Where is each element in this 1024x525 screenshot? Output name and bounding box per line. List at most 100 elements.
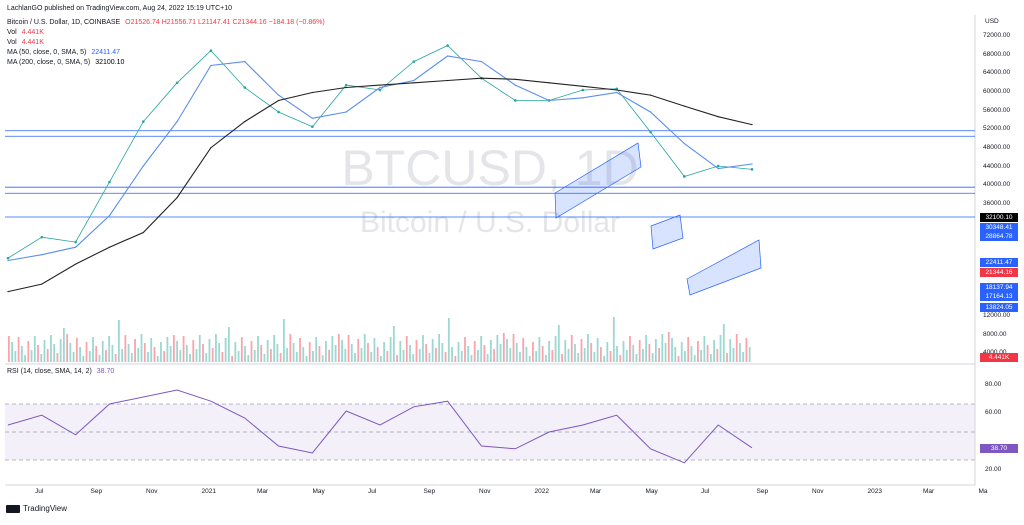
- volume-bar: [522, 338, 525, 362]
- volume-bar: [454, 356, 457, 362]
- volume-bars: [8, 317, 751, 362]
- price-tick-label: 56000.00: [983, 107, 1011, 114]
- channel-upper-2022: [554, 142, 642, 219]
- volume-bar: [619, 355, 622, 362]
- volume-bar: [409, 345, 411, 362]
- volume-bar: [580, 339, 583, 362]
- volume-bar: [593, 352, 596, 362]
- price-line-point: [6, 256, 10, 260]
- volume-bar: [554, 336, 557, 362]
- volume-bar: [140, 334, 143, 362]
- price-line-point: [40, 235, 44, 239]
- ma200-line-point: [582, 85, 584, 87]
- ma50-line-point: [210, 64, 212, 67]
- legend-ohlc: O21526.74 H21556.71 L21147.41 C21344.16 …: [125, 19, 325, 26]
- volume-bar: [709, 354, 712, 362]
- volume-bar: [732, 348, 735, 362]
- volume-bar: [532, 342, 534, 362]
- ma200-line-point: [514, 78, 516, 80]
- price-tick-label: 52000.00: [983, 125, 1011, 132]
- volume-bar: [108, 336, 111, 362]
- price-line-point: [141, 120, 145, 123]
- volume-bar: [150, 338, 153, 362]
- volume-bar: [282, 319, 285, 362]
- volume-bar: [538, 337, 541, 362]
- legend-vol1-label: Vol: [7, 29, 17, 36]
- time-tick-label: May: [312, 488, 325, 495]
- attribution: LachlanGO published on TradingView.com, …: [7, 5, 232, 12]
- price-line-point: [581, 88, 585, 92]
- volume-bar: [716, 349, 719, 362]
- volume-bar: [344, 349, 347, 362]
- volume-bar: [525, 347, 528, 362]
- time-tick-label: Nov: [146, 488, 158, 495]
- time-tick-label: May: [645, 488, 658, 495]
- volume-bar: [98, 355, 101, 362]
- ma50-line-point: [345, 111, 347, 113]
- volume-bar: [33, 336, 36, 362]
- volume-bar: [570, 335, 573, 362]
- volume-bar: [37, 345, 39, 362]
- volume-bar: [422, 335, 424, 362]
- ma200-line-point: [244, 120, 246, 123]
- volume-bar: [392, 326, 395, 362]
- volume-bar: [263, 354, 266, 362]
- volume-bar: [577, 353, 580, 362]
- price-label-box: 17164.13: [980, 292, 1018, 301]
- volume-bar: [457, 342, 460, 362]
- price-pane: [5, 15, 975, 362]
- volume-bar: [227, 327, 230, 362]
- price-label-box: 22411.47: [980, 258, 1018, 267]
- volume-bar: [425, 344, 428, 362]
- price-line-point: [649, 130, 652, 134]
- volume-bar: [114, 354, 117, 362]
- volume-bar: [373, 338, 376, 362]
- volume-bar: [321, 355, 324, 362]
- volume-bar: [635, 354, 638, 362]
- volume-bar: [506, 339, 508, 362]
- volume-bar: [496, 335, 499, 362]
- volume-bar: [648, 344, 651, 362]
- legend-vol2-value: 4.441K: [21, 39, 44, 46]
- price-tick-label: 68000.00: [983, 51, 1011, 58]
- volume-bar: [75, 338, 78, 362]
- volume-bar: [622, 341, 625, 362]
- ma50-line-point: [311, 117, 313, 119]
- volume-bar: [693, 355, 696, 362]
- ma50-line-point: [447, 55, 449, 57]
- volume-bar: [79, 347, 81, 362]
- volume-bar: [486, 354, 489, 362]
- price-tick-label: 72000.00: [983, 32, 1011, 39]
- volume-bar: [315, 337, 318, 362]
- price-tick-label: 36000.00: [983, 200, 1011, 207]
- horizontal-levels: [5, 130, 975, 218]
- legend-ma200-value: 32100.10: [95, 59, 125, 66]
- volume-bar: [667, 332, 670, 362]
- volume-bar: [415, 340, 418, 362]
- volume-bar: [221, 352, 224, 362]
- volume-bar: [334, 345, 337, 362]
- price-line-point: [108, 180, 111, 184]
- time-tick-label: Sep: [423, 488, 436, 495]
- volume-bar: [726, 353, 728, 362]
- ma200-line-point: [311, 91, 313, 94]
- volume-bar: [182, 336, 185, 362]
- legend-rsi-row: RSI (14, close, SMA, 14, 2) 38.70: [7, 367, 114, 376]
- volume-bar: [651, 353, 654, 362]
- volume-bar: [43, 340, 46, 362]
- volume-bar: [30, 350, 33, 362]
- price-line-point: [513, 99, 517, 102]
- volume-bar: [483, 345, 486, 362]
- volume-bar: [574, 344, 576, 362]
- ma50-line-point: [683, 142, 685, 145]
- ma200-line-point: [683, 105, 685, 107]
- volume-bar: [609, 351, 612, 362]
- volume-bar: [224, 338, 227, 362]
- volume-bar: [587, 334, 589, 362]
- volume-bar: [215, 334, 217, 362]
- ma200-line-point: [176, 196, 178, 199]
- volume-bar: [350, 344, 353, 362]
- volume-bar: [276, 344, 279, 362]
- volume-bar: [396, 355, 398, 362]
